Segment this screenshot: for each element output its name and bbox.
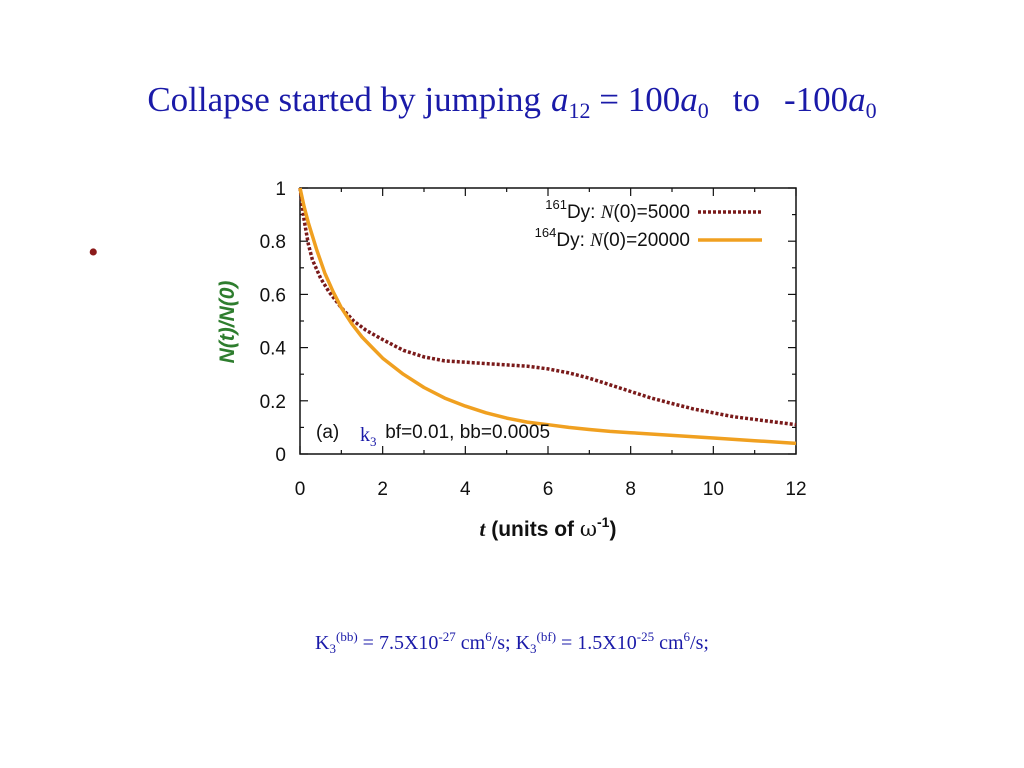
legend-label-dy164: 164Dy: N(0)=20000 — [535, 225, 690, 251]
formula-k-bf-sup: (bf) — [536, 629, 557, 644]
legend: 161Dy: N(0)=5000 164Dy: N(0)=20000 — [535, 197, 762, 251]
title-equals: = 100 — [599, 80, 681, 119]
x-tick-label: 12 — [785, 479, 806, 500]
title-var-a: a — [551, 80, 569, 119]
annotation-a: (a) — [316, 422, 339, 443]
annotation-rest: bf=0.01, bb=0.0005 — [385, 422, 550, 443]
title-minus: -100 — [784, 80, 849, 119]
formula-k-bb-sub: 3 — [329, 641, 337, 656]
x-tick-label: 2 — [377, 479, 388, 500]
series-layer — [298, 187, 797, 446]
formula-k-bf-exp: -25 — [636, 629, 655, 644]
x-axis-label: t (units of ω-1) — [480, 514, 617, 541]
xlabel-close: ) — [609, 518, 616, 541]
y-tick-label: 1 — [275, 179, 286, 200]
title-sub-0: 0 — [697, 98, 709, 123]
legend-pre-161: Dy: — [567, 202, 601, 223]
legend-sup-161: 161 — [545, 197, 567, 212]
chart-annotation: (a) bf=0.01, bb=0.0005 — [316, 422, 550, 443]
formula-k-bf-eq: = 1.5X10 — [556, 632, 637, 654]
formula-k-bb-unit: cm — [455, 632, 486, 654]
formula-k-bb-tail: /s; K — [491, 632, 531, 654]
k3-note: k3 — [360, 424, 377, 449]
formula-k-bf-unit: cm — [654, 632, 684, 654]
y-tick-label: 0.8 — [260, 232, 286, 253]
y-tick-label: 0 — [275, 445, 286, 466]
series-line-dy161 — [298, 187, 797, 427]
rate-constants-formula: K3(bb) = 7.5X10-27 cm6/s; K3(bf) = 1.5X1… — [0, 629, 1024, 656]
k3-note-k: k — [360, 424, 370, 446]
tick-labels: 0 2 4 6 8 10 12 0 0.2 0.4 0.6 0.8 1 — [260, 179, 807, 500]
legend-pre-164: Dy: — [556, 230, 590, 251]
title-var-a-3: a — [848, 80, 866, 119]
title-var-a-2: a — [680, 80, 698, 119]
title-prefix: Collapse started by jumping — [147, 80, 542, 119]
formula-k-bb-exp: -27 — [438, 629, 456, 644]
legend-label-dy161: 161Dy: N(0)=5000 — [545, 197, 690, 223]
slide-title: Collapse started by jumping a12 = 100a0 to… — [0, 78, 1024, 122]
x-tick-label: 10 — [703, 479, 724, 500]
plot-frame — [299, 187, 797, 455]
y-tick-label: 0.2 — [260, 392, 286, 413]
legend-n-161: N — [600, 202, 615, 223]
xlabel-exp: -1 — [597, 514, 610, 530]
k3-note-sub: 3 — [370, 434, 377, 449]
xlabel-omega: ω — [580, 517, 597, 541]
title-sub-12: 12 — [568, 98, 591, 123]
series-line-dy164 — [298, 187, 797, 446]
x-tick-label: 4 — [460, 479, 471, 500]
x-tick-label: 0 — [295, 479, 306, 500]
formula-k-bf-tail: /s; — [690, 632, 709, 654]
formula-k-bf-sub: 3 — [530, 641, 537, 656]
x-tick-label: 8 — [625, 479, 636, 500]
formula-k-bb: K — [315, 632, 330, 654]
title-sub-0-2: 0 — [865, 98, 877, 123]
formula-k-bb-eq: = 7.5X10 — [357, 632, 439, 654]
formula-k-bb-sup: (bb) — [336, 629, 358, 644]
legend-sup-164: 164 — [535, 225, 557, 240]
x-tick-label: 6 — [543, 479, 554, 500]
y-tick-label: 0.4 — [260, 339, 287, 360]
title-to: to — [732, 80, 761, 119]
formula-k-bb-unit-exp: 6 — [485, 629, 492, 644]
bullet-point: • — [88, 236, 99, 269]
y-tick-label: 0.6 — [260, 285, 286, 306]
y-axis-label: N(t)/N(0) — [216, 281, 239, 364]
xlabel-t: t — [480, 517, 487, 541]
legend-post-161: (0)=5000 — [613, 202, 690, 223]
xlabel-mid: (units of — [485, 518, 579, 541]
chart-container: 0 2 4 6 8 10 12 0 0.2 0.4 0.6 0.8 1 161Dy: N(0)=5000… — [190, 170, 830, 560]
legend-n-164: N — [589, 230, 604, 251]
formula-k-bf-unit-exp: 6 — [683, 629, 691, 644]
legend-post-164: (0)=20000 — [603, 230, 690, 251]
